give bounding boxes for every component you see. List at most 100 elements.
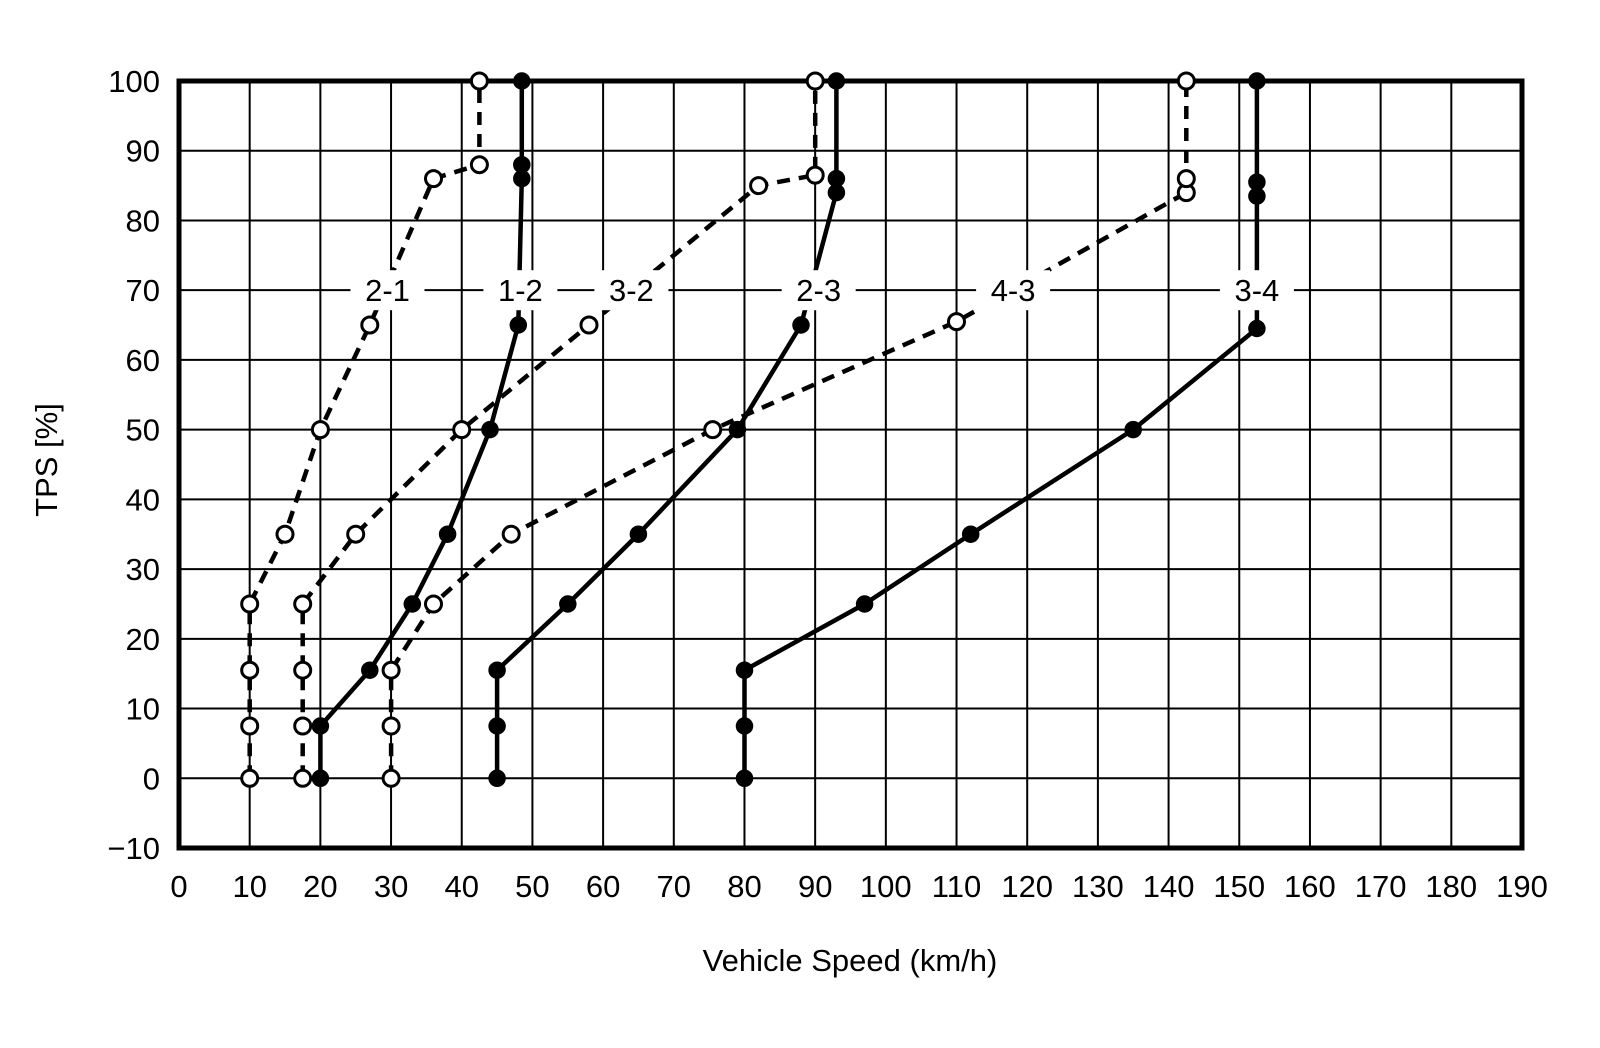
y-tick-label-100: 100 <box>108 64 160 99</box>
marker-2-3-pt9 <box>827 72 846 90</box>
x-tick-label-0: 0 <box>170 869 187 904</box>
marker-4-3-pt8 <box>1176 169 1196 189</box>
y-tick-label-0: 0 <box>143 761 160 796</box>
y-tick-label-10: 10 <box>126 692 160 727</box>
marker-2-3-pt6 <box>792 316 810 334</box>
marker-3-2-pt4 <box>346 524 366 544</box>
x-tick-label-30: 30 <box>374 869 408 904</box>
marker-3-2-pt9 <box>805 71 825 91</box>
marker-1-2-pt4 <box>438 525 457 543</box>
x-tick-label-90: 90 <box>798 869 832 904</box>
series-line-3-2-downshift <box>300 81 818 779</box>
marker-3-2-pt8 <box>805 165 825 185</box>
marker-2-3-pt0 <box>488 769 506 788</box>
curve-label-1-2: 1-2 <box>498 273 543 308</box>
curve-label-3-4: 3-4 <box>1234 273 1279 308</box>
marker-3-4-pt6 <box>1248 319 1266 338</box>
curve-labels: 2-1 1-2 3-2 2-3 4-3 3-4 <box>350 270 1294 311</box>
marker-4-3-pt9 <box>1176 71 1196 91</box>
x-tick-label-130: 130 <box>1072 869 1124 904</box>
x-tick-label-10: 10 <box>232 869 266 904</box>
y-tick-label--10: −10 <box>107 831 160 866</box>
x-tick-label-170: 170 <box>1355 869 1407 904</box>
marker-4-3-pt3 <box>424 594 443 614</box>
y-tick-label-30: 30 <box>126 552 160 587</box>
marker-1-2-pt6 <box>509 316 528 334</box>
series-line-4-3-downshift <box>388 81 1189 779</box>
curve-label-4-3: 4-3 <box>991 273 1036 308</box>
marker-4-3-pt0 <box>381 768 401 788</box>
y-axis-title: TPS [%] <box>29 403 64 517</box>
x-tick-label-120: 120 <box>1001 869 1053 904</box>
x-tick-label-100: 100 <box>860 869 912 904</box>
y-tick-label-60: 60 <box>126 343 160 378</box>
marker-3-4-pt0 <box>735 769 754 788</box>
marker-3-2-pt2 <box>293 660 313 680</box>
marker-1-2-pt9 <box>513 72 531 90</box>
marker-2-1-pt0 <box>240 768 260 788</box>
gridlines <box>179 81 1522 848</box>
marker-1-2-pt8 <box>513 155 531 174</box>
marker-4-3-pt1 <box>381 716 401 736</box>
x-tick-label-180: 180 <box>1425 869 1477 904</box>
series-line-2-1-downshift <box>247 81 482 779</box>
marker-1-2-pt0 <box>311 769 330 788</box>
marker-3-4-pt4 <box>961 525 980 543</box>
marker-2-1-pt5 <box>310 420 330 440</box>
marker-2-1-pt2 <box>240 660 260 680</box>
curve-label-2-1: 2-1 <box>365 273 410 308</box>
marker-3-2-pt5 <box>452 420 472 440</box>
curve-label-box-2-3 <box>781 270 856 311</box>
marker-3-4-pt1 <box>735 717 754 735</box>
marker-1-2-pt1 <box>311 717 330 735</box>
curve-label-3-2: 3-2 <box>609 273 654 308</box>
x-tick-label-20: 20 <box>303 869 337 904</box>
marker-2-1-pt8 <box>469 155 489 175</box>
marker-2-1-pt9 <box>469 71 489 91</box>
x-tick-label-160: 160 <box>1284 869 1336 904</box>
y-tick-label-20: 20 <box>126 622 160 657</box>
x-tick-label-60: 60 <box>586 869 620 904</box>
marker-4-3-pt5 <box>703 420 723 440</box>
marker-2-3-pt8 <box>827 169 846 188</box>
marker-1-2-pt2 <box>361 661 379 679</box>
curve-label-box-2-1 <box>350 270 425 311</box>
y-tick-label-80: 80 <box>126 204 160 239</box>
marker-3-2-pt0 <box>293 768 313 788</box>
marker-2-1-pt1 <box>240 716 260 736</box>
marker-3-2-pt7 <box>749 176 769 196</box>
marker-3-2-pt6 <box>579 315 599 335</box>
marker-1-2-pt3 <box>403 595 422 613</box>
curve-label-box-4-3 <box>976 270 1051 311</box>
x-tick-label-40: 40 <box>444 869 478 904</box>
marker-2-3-pt2 <box>488 661 506 679</box>
marker-3-4-pt5 <box>1124 420 1142 439</box>
marker-3-4-pt3 <box>855 595 874 613</box>
x-tick-label-70: 70 <box>657 869 691 904</box>
marker-2-1-pt7 <box>424 169 443 189</box>
marker-2-1-pt3 <box>240 594 260 614</box>
x-tick-label-140: 140 <box>1143 869 1195 904</box>
marker-3-2-pt3 <box>293 594 313 614</box>
marker-2-1-pt4 <box>275 524 295 544</box>
marker-1-2-pt5 <box>481 420 499 439</box>
y-tick-label-70: 70 <box>126 273 160 308</box>
x-tick-label-80: 80 <box>727 869 761 904</box>
marker-2-1-pt6 <box>360 315 380 335</box>
curve-label-box-3-2 <box>594 270 669 311</box>
marker-3-2-pt1 <box>293 716 313 736</box>
x-axis-tick-labels: 0 10 20 30 40 50 60 70 80 90 100 110 120 130 140 150 160… <box>170 869 1547 904</box>
marker-4-3-pt6 <box>947 312 966 332</box>
marker-3-4-pt2 <box>735 661 754 679</box>
marker-3-4-pt9 <box>1248 72 1266 90</box>
curve-label-2-3: 2-3 <box>796 273 841 308</box>
curve-label-box-1-2 <box>483 270 558 311</box>
x-axis-title: Vehicle Speed (km/h) <box>703 943 998 978</box>
marker-4-3-pt2 <box>381 660 401 680</box>
y-tick-label-40: 40 <box>126 482 160 517</box>
x-tick-label-190: 190 <box>1496 869 1548 904</box>
y-tick-label-90: 90 <box>126 134 160 169</box>
marker-2-3-pt1 <box>488 717 506 735</box>
